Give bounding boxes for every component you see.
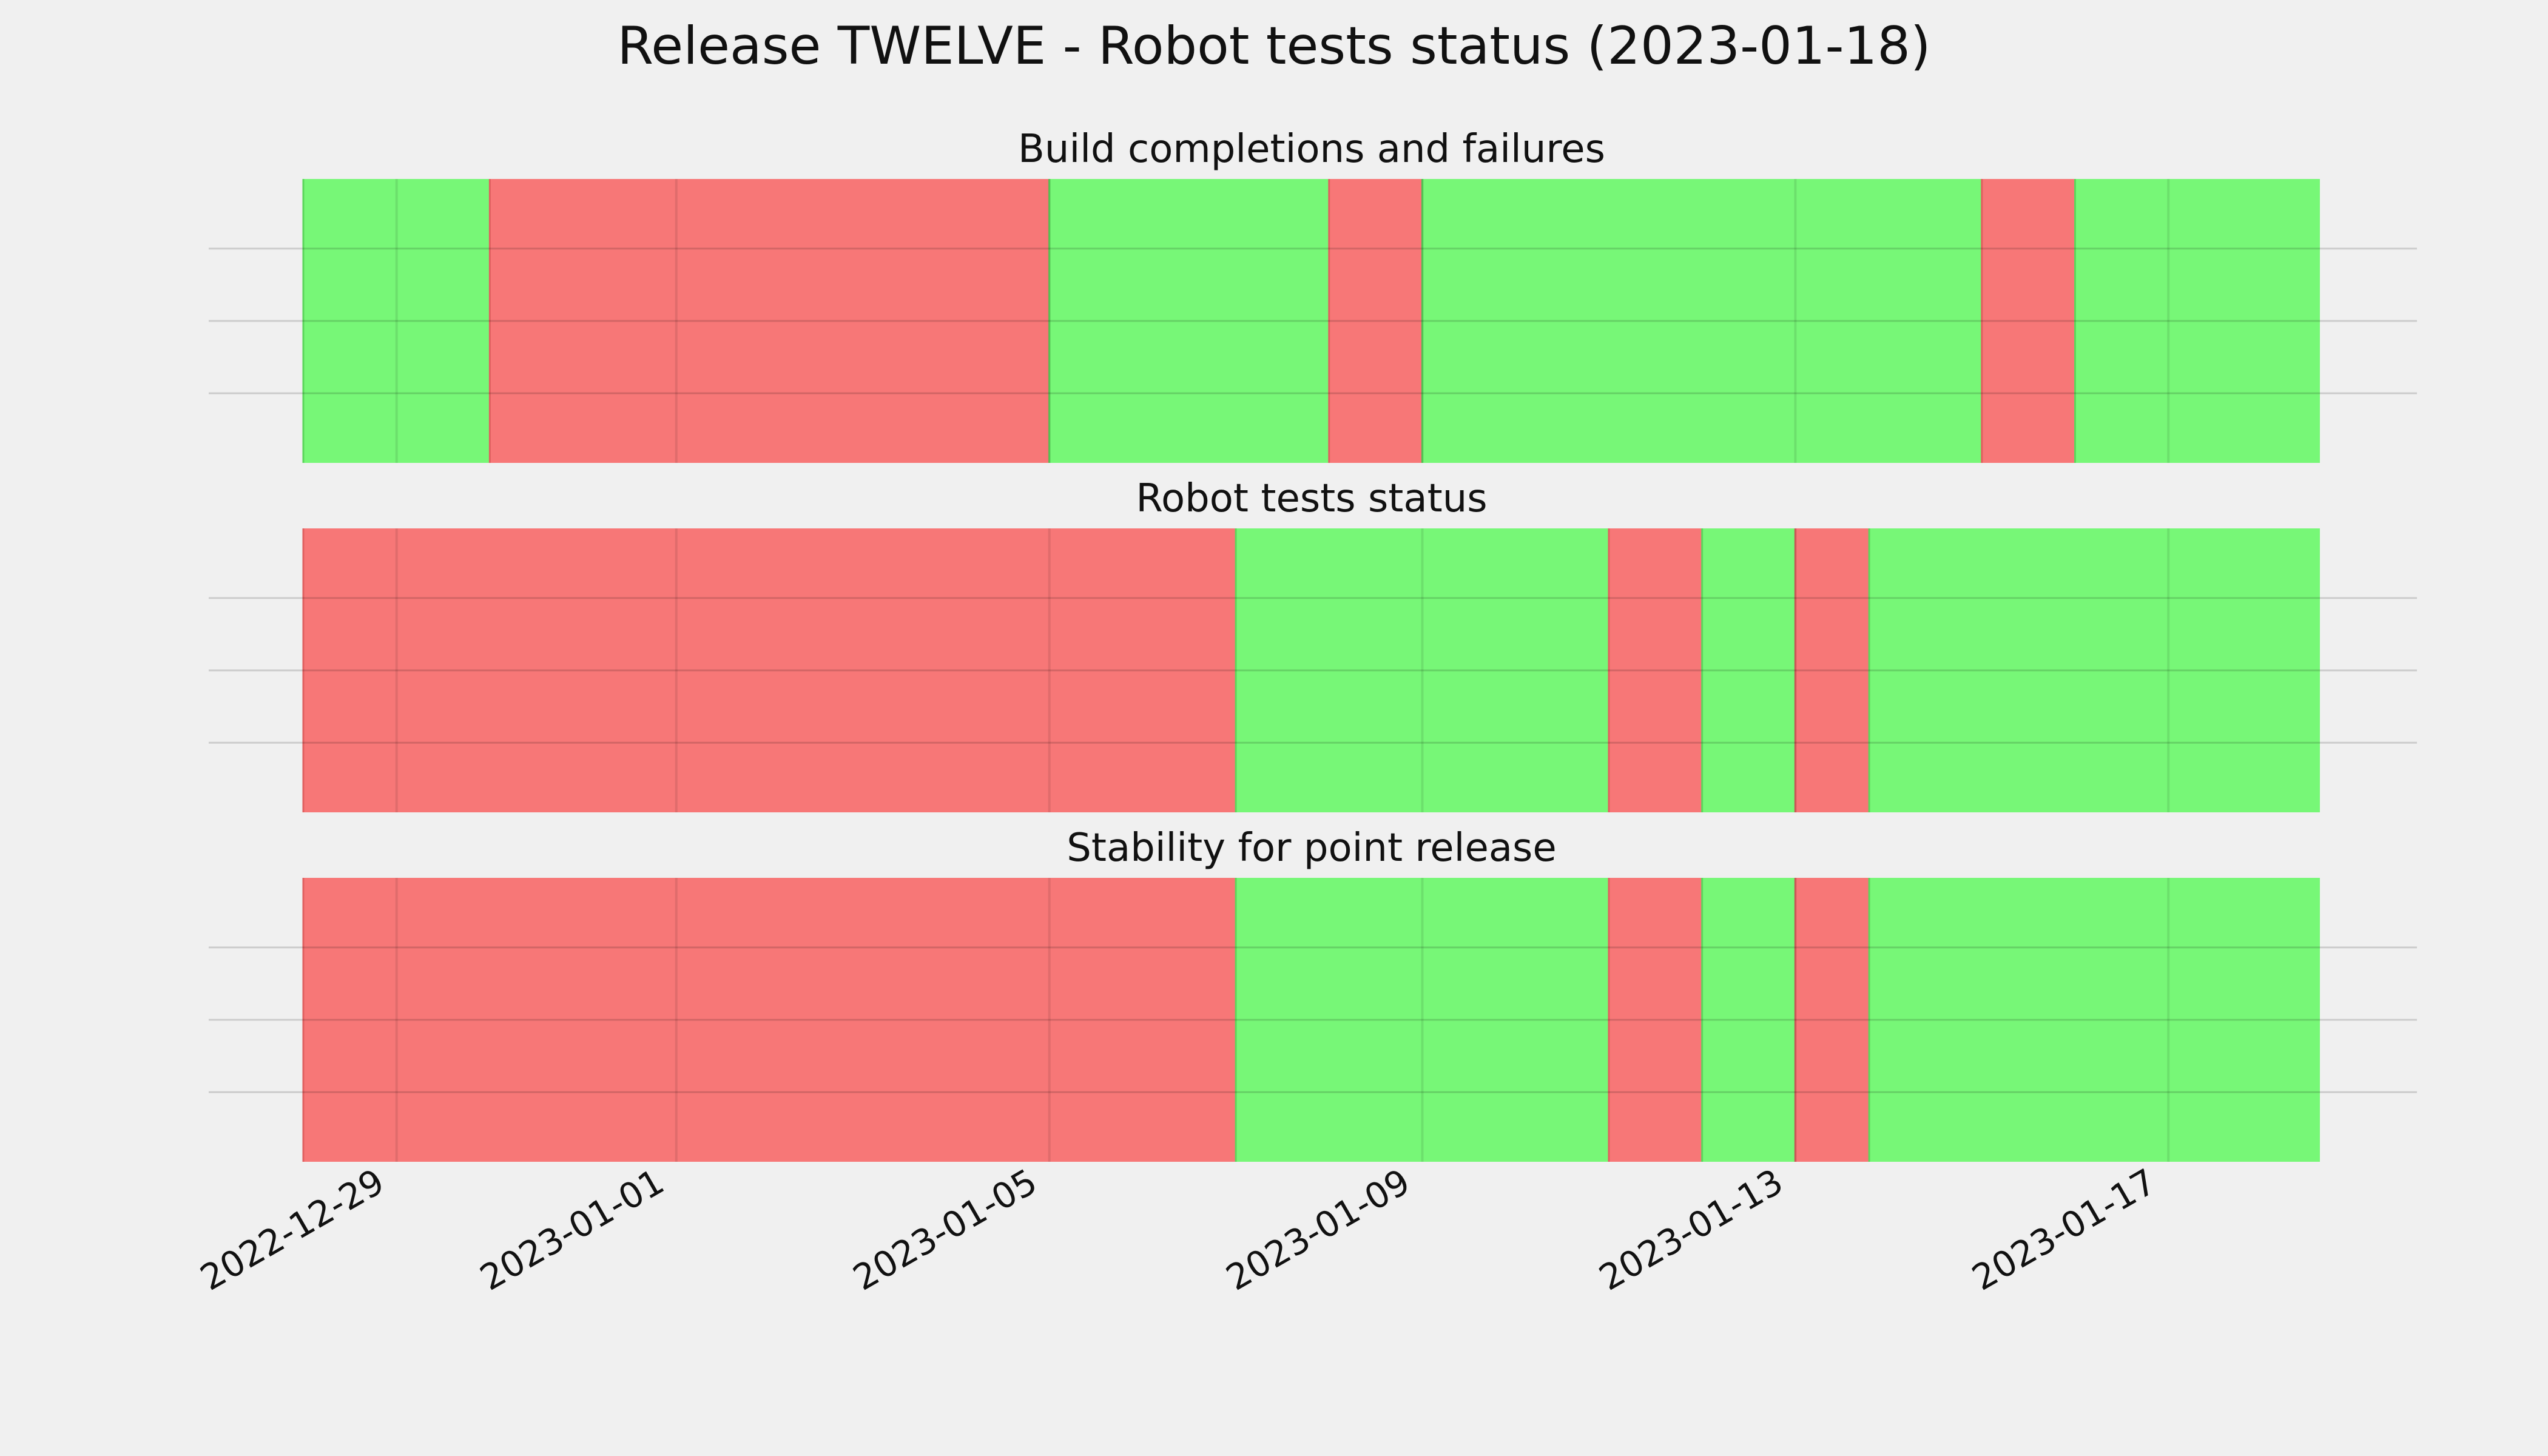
pass-segment [1869,878,2320,1162]
pass-segment [1869,528,2320,812]
timeline-panel: Stability for point release [209,826,2417,1162]
pass-segment [1422,179,1982,463]
pass-segment [1702,878,1796,1162]
timeline-panel: Build completions and failures [209,127,2417,463]
panel-title: Stability for point release [1067,826,1557,871]
fail-segment [1795,528,1870,812]
pass-segment [2075,179,2320,463]
fail-segment [1609,528,1702,812]
fail-segment [303,528,1236,812]
panel-title: Robot tests status [1136,476,1487,521]
fail-segment [490,179,1050,463]
pass-segment [303,179,490,463]
fail-segment [1329,179,1423,463]
fail-segment [303,878,1236,1162]
timeline-panel: Robot tests status [209,476,2417,812]
pass-segment [1236,878,1609,1162]
panel-title: Build completions and failures [1018,127,1605,172]
fail-segment [1795,878,1870,1162]
pass-segment [1236,528,1609,812]
fail-segment [1609,878,1702,1162]
pass-segment [1702,528,1796,812]
timeline-panels: Build completions and failures Robot test… [209,127,2417,1162]
figure-title: Release TWELVE - Robot tests status (202… [617,16,1930,76]
pass-segment [1049,179,1329,463]
fail-segment [1981,179,2075,463]
